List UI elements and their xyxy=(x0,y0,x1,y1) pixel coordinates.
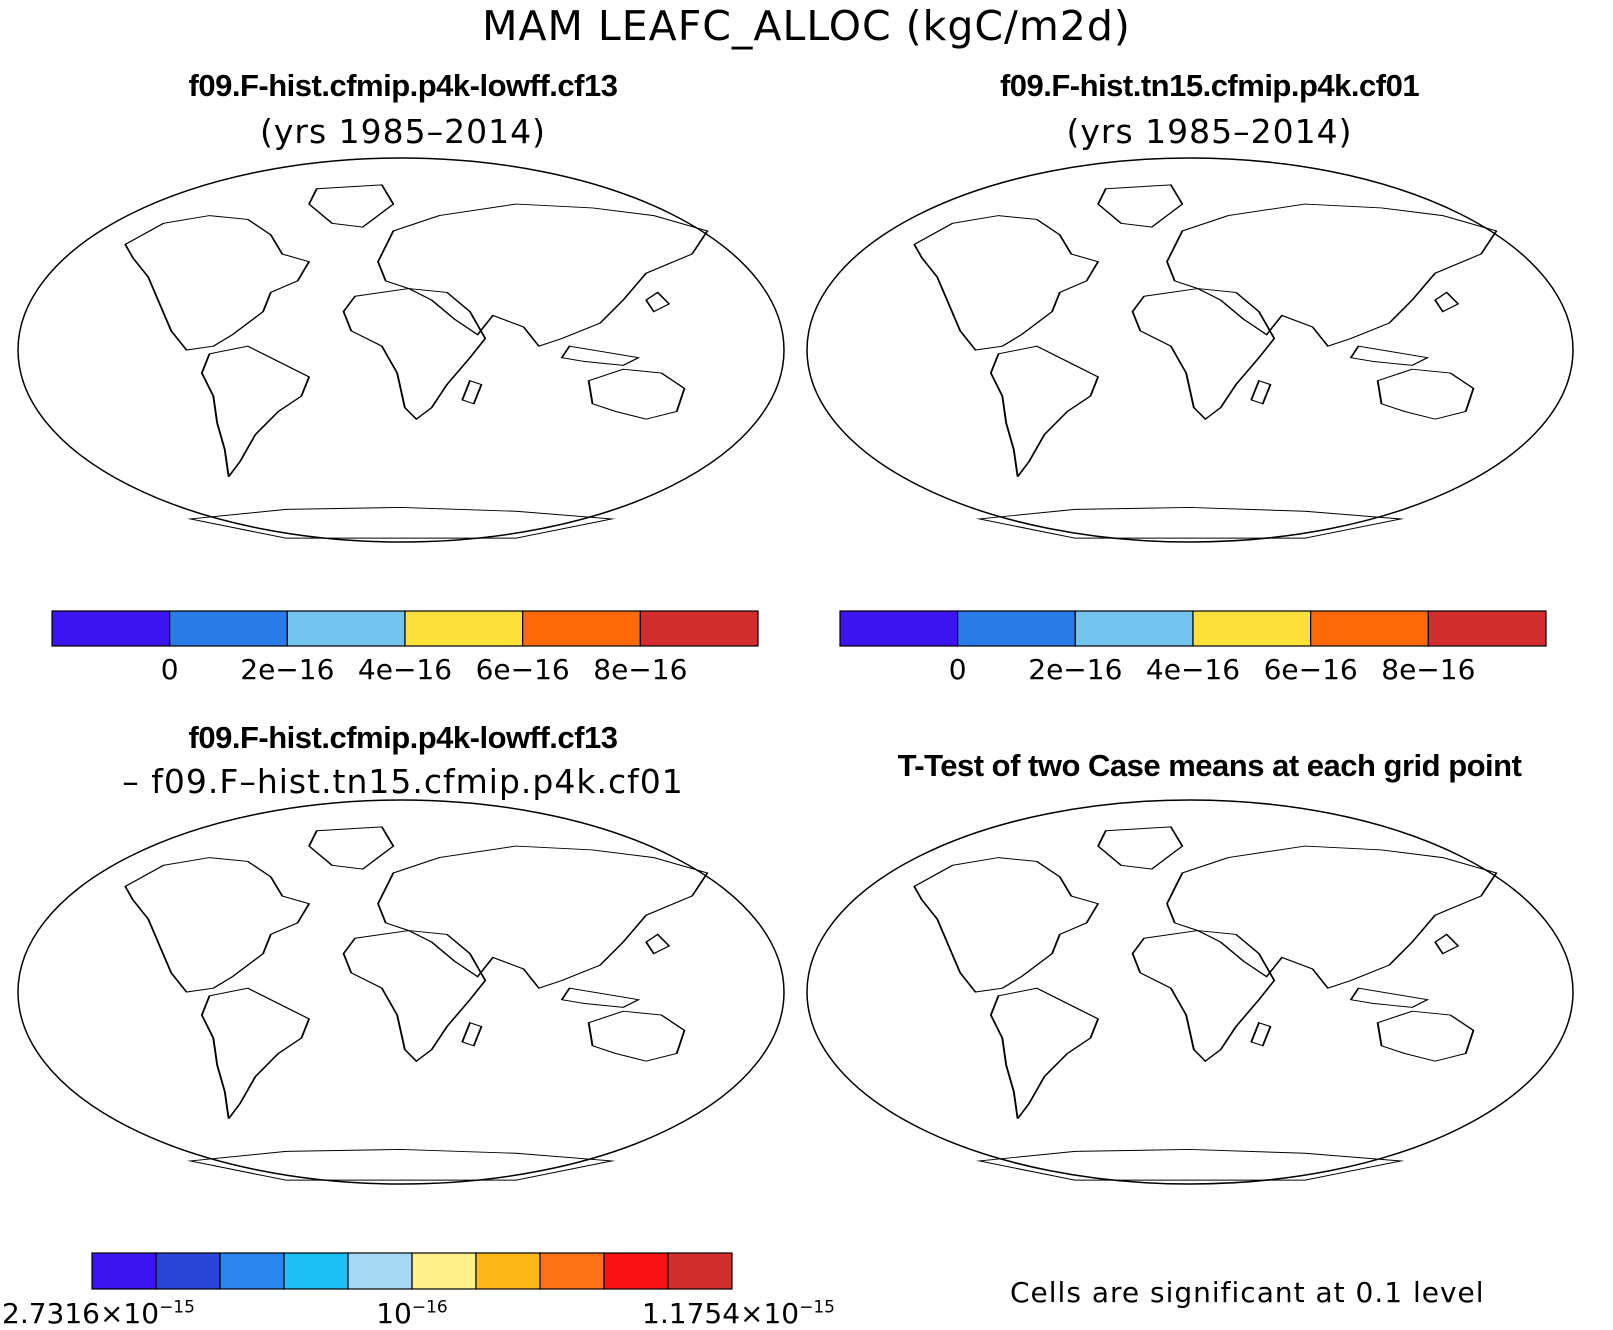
diff-colorbar-swatch xyxy=(91,1252,157,1290)
case1-colorbar-swatch xyxy=(51,610,171,647)
case2-colorbar-swatch xyxy=(957,610,1076,647)
diff-colorbar-tick-label: 2.7316×10−15 xyxy=(2,1297,195,1330)
diff-map-border xyxy=(17,799,785,1185)
diff-land-fill xyxy=(125,826,708,1181)
case1-subtitle: (yrs 1985–2014) xyxy=(260,112,546,151)
tick-exponent: −16 xyxy=(411,1297,448,1318)
case2-title: f09.F-hist.tn15.cfmip.p4k.cf01 xyxy=(999,68,1420,103)
diff-colorbar-swatch xyxy=(219,1252,285,1290)
case1-colorbar-tick-label: 0 xyxy=(160,653,179,686)
case1-colorbar-tick-label: 6e−16 xyxy=(475,653,570,686)
diff-colorbar-swatch xyxy=(667,1252,733,1290)
ttest-land-fill xyxy=(914,826,1497,1181)
case2-colorbar-swatch xyxy=(1310,610,1429,647)
case1-colorbar-tick-label: 2e−16 xyxy=(240,653,335,686)
diff-colorbar-swatch xyxy=(411,1252,477,1290)
case1-map xyxy=(18,158,784,542)
case2-map-border xyxy=(806,157,1574,543)
case1-colorbar-swatch xyxy=(286,610,406,647)
ttest-coastline xyxy=(914,827,1496,1180)
diff-colorbar-swatch xyxy=(603,1252,669,1290)
diff-title: f09.F-hist.cfmip.p4k-lowff.cf13 xyxy=(188,720,618,755)
case2-colorbar-tick-label: 2e−16 xyxy=(1028,653,1123,686)
diff-coastline xyxy=(125,827,707,1180)
case2-colorbar-tick-label: 8e−16 xyxy=(1381,653,1476,686)
case1-colorbar xyxy=(51,610,759,647)
case2-colorbar-tick-label: 6e−16 xyxy=(1263,653,1358,686)
case1-colorbar-swatch xyxy=(522,610,641,647)
tick-exponent: −15 xyxy=(799,1297,835,1318)
diff-colorbar-tick-label: 1.1754×10−15 xyxy=(642,1297,835,1330)
case1-colorbar-swatch xyxy=(169,610,288,647)
diff-subtitle: – f09.F–hist.tn15.cfmip.p4k.cf01 xyxy=(122,762,684,801)
case1-coastline xyxy=(125,185,707,538)
case2-colorbar-swatch xyxy=(1074,610,1194,647)
ttest-significance-note: Cells are significant at 0.1 level xyxy=(1010,1276,1485,1309)
diff-colorbar-tick-label: 10−16 xyxy=(376,1297,448,1330)
case1-colorbar-swatch xyxy=(404,610,524,647)
diff-colorbar xyxy=(91,1252,733,1290)
case2-colorbar-swatch xyxy=(1427,610,1547,647)
case1-map-border xyxy=(17,157,785,543)
ttest-map-border xyxy=(806,799,1574,1185)
diff-colorbar-swatch xyxy=(539,1252,605,1290)
case2-map xyxy=(807,158,1573,542)
figure-title: MAM LEAFC_ALLOC (kgC/m2d) xyxy=(482,2,1131,50)
tick-exponent: −15 xyxy=(159,1297,195,1318)
case2-coastline xyxy=(914,185,1496,538)
diff-colorbar-swatch xyxy=(475,1252,541,1290)
case1-colorbar-swatch xyxy=(639,610,759,647)
ttest-map xyxy=(807,800,1573,1184)
case1-colorbar-tick-label: 4e−16 xyxy=(357,653,453,686)
tick-mantissa: 1.1754×10 xyxy=(642,1297,800,1330)
diff-map xyxy=(18,800,784,1184)
case2-land-fill xyxy=(914,184,1497,539)
case1-title: f09.F-hist.cfmip.p4k-lowff.cf13 xyxy=(188,68,618,103)
case2-colorbar-tick-label: 0 xyxy=(948,653,967,686)
case2-colorbar-tick-label: 4e−16 xyxy=(1145,653,1241,686)
diff-colorbar-swatch xyxy=(347,1252,413,1290)
case2-subtitle: (yrs 1985–2014) xyxy=(1066,112,1353,151)
case2-colorbar-swatch xyxy=(1192,610,1312,647)
ttest-title: T-Test of two Case means at each grid po… xyxy=(897,748,1522,783)
case1-colorbar-tick-label: 8e−16 xyxy=(593,653,688,686)
diff-colorbar-swatch xyxy=(283,1252,349,1290)
case2-colorbar-swatch xyxy=(839,610,959,647)
case2-colorbar xyxy=(839,610,1547,647)
tick-mantissa: 10 xyxy=(376,1297,412,1330)
tick-mantissa: 2.7316×10 xyxy=(2,1297,160,1330)
diff-colorbar-swatch xyxy=(155,1252,221,1290)
case1-land-fill xyxy=(125,184,708,539)
